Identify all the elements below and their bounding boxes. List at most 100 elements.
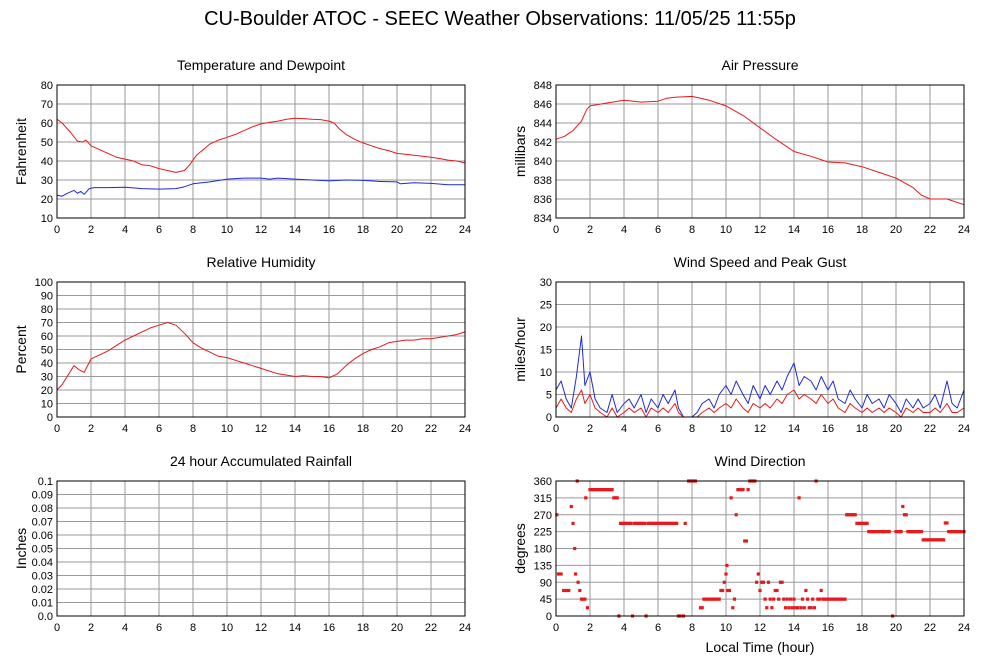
x-tick-label: 24	[459, 423, 471, 435]
data-point	[790, 606, 794, 610]
data-point	[955, 530, 959, 534]
y-tick-label: 40	[41, 358, 53, 370]
data-point	[579, 597, 584, 601]
data-point	[593, 488, 597, 492]
data-point	[712, 597, 716, 601]
y-tick-label: 836	[534, 194, 552, 206]
data-point	[610, 488, 614, 492]
data-point	[731, 606, 735, 610]
x-tick-label: 8	[689, 224, 695, 236]
data-point	[654, 521, 658, 525]
data-point	[885, 530, 890, 534]
data-point	[613, 496, 618, 500]
x-tick-label: 4	[122, 622, 128, 634]
chart-title: Air Pressure	[721, 57, 798, 73]
data-point	[834, 597, 839, 601]
data-point	[913, 530, 917, 534]
data-point	[702, 597, 706, 601]
plot-frame	[555, 480, 965, 617]
data-point	[607, 488, 611, 492]
x-tick-label: 6	[655, 423, 661, 435]
x-tick-label: 22	[924, 423, 936, 435]
y-tick-label: 45	[540, 594, 552, 606]
data-point	[637, 521, 641, 525]
data-point	[741, 488, 745, 492]
y-tick-label: 70	[41, 99, 53, 111]
x-tick-label: 4	[621, 622, 627, 634]
x-tick-label: 8	[190, 423, 196, 435]
data-point	[717, 597, 721, 601]
data-point	[857, 521, 861, 525]
data-point	[649, 521, 653, 525]
data-point	[908, 530, 912, 534]
y-tick-label: 70	[41, 318, 53, 330]
data-point	[738, 488, 742, 492]
x-tick-label: 18	[856, 224, 868, 236]
x-tick-label: 4	[621, 423, 627, 435]
x-tick-label: 16	[323, 423, 335, 435]
y-tick-label: 90	[540, 577, 552, 589]
data-point	[777, 597, 781, 601]
y-tick-label: 0.02	[32, 584, 53, 596]
data-point	[726, 588, 730, 593]
data-point	[632, 521, 636, 525]
data-point	[948, 530, 952, 534]
data-point	[666, 521, 670, 525]
x-tick-label: 10	[221, 622, 233, 634]
data-point	[845, 513, 849, 517]
x-tick-label: 10	[221, 423, 233, 435]
data-point	[576, 580, 580, 584]
data-point	[875, 530, 879, 534]
data-point	[811, 597, 815, 601]
y-tick-label: 834	[534, 213, 552, 225]
data-point	[556, 572, 561, 576]
x-tick-label: 2	[587, 224, 593, 236]
data-point	[605, 488, 609, 492]
x-tick-label: 10	[720, 423, 732, 435]
data-point	[625, 521, 629, 525]
data-point	[647, 521, 652, 525]
data-point	[843, 597, 847, 601]
chart-title: Wind Speed and Peak Gust	[674, 254, 847, 270]
y-tick-label: 848	[534, 80, 552, 92]
data-point	[923, 538, 927, 542]
y-tick-label: 60	[41, 331, 53, 343]
x-tick-label: 18	[856, 423, 868, 435]
data-point	[739, 488, 743, 492]
data-point	[879, 530, 883, 534]
data-point	[807, 606, 811, 610]
data-point	[636, 521, 640, 525]
data-point	[590, 488, 594, 492]
x-tick-label: 12	[754, 622, 766, 634]
data-point	[817, 597, 822, 601]
data-point	[926, 538, 930, 542]
temperature-and-dewpoint-series-line-1	[56, 177, 465, 197]
x-tick-label: 2	[88, 423, 94, 435]
data-point	[831, 597, 835, 601]
data-point	[947, 530, 951, 534]
data-point	[675, 521, 679, 525]
y-tick-label: 270	[534, 510, 552, 522]
data-point	[603, 488, 607, 492]
wind-speed-and-peak-gust-series-line-1	[555, 389, 965, 418]
chart-title: Relative Humidity	[207, 254, 316, 270]
chart-title: Wind Direction	[714, 453, 805, 469]
x-tick-label: 0	[553, 423, 559, 435]
data-point	[709, 597, 713, 601]
x-tick-label: 0	[54, 423, 60, 435]
data-point	[595, 488, 599, 492]
data-point	[940, 538, 944, 542]
temperature-and-dewpoint-series-line-0	[56, 117, 466, 173]
data-point	[600, 488, 604, 492]
data-point	[627, 521, 631, 525]
data-point	[862, 521, 866, 525]
data-point	[874, 530, 878, 534]
data-point	[824, 597, 828, 601]
data-point	[950, 530, 954, 534]
data-point	[705, 597, 709, 601]
y-tick-label: 360	[534, 476, 552, 488]
x-tick-label: 0	[54, 622, 60, 634]
data-point	[848, 513, 852, 517]
x-tick-label: 22	[425, 622, 437, 634]
